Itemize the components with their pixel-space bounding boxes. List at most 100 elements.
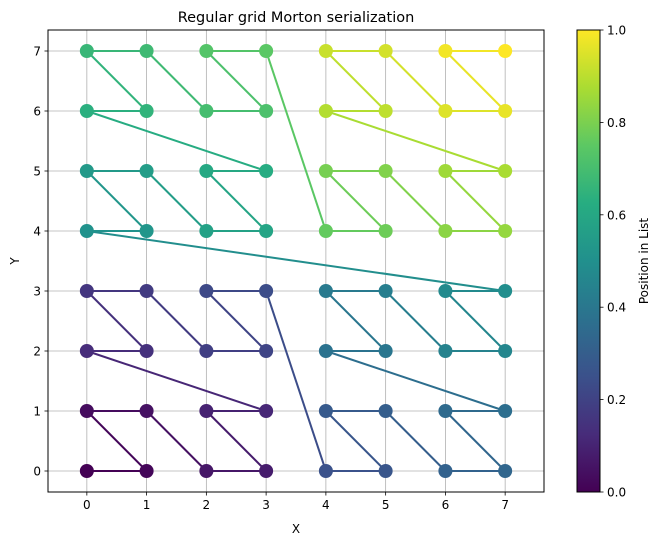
- series-segment: [85, 50, 148, 112]
- series-segment: [205, 290, 268, 352]
- data-point: [498, 44, 513, 58]
- data-point: [139, 464, 154, 478]
- data-point: [378, 284, 393, 298]
- data-point: [438, 464, 453, 478]
- series-segment: [145, 50, 208, 112]
- x-axis-ticks: 0 1 2 3 4 5 6 7: [83, 492, 509, 512]
- colorbar-label: Position in List: [637, 218, 651, 305]
- y-tick-label: 2: [33, 345, 41, 359]
- y-axis-ticks: 0 1 2 3 4 5 6 7: [33, 45, 48, 479]
- series-segment: [265, 290, 327, 472]
- data-point: [438, 164, 453, 178]
- data-point: [378, 104, 393, 118]
- series-segment: [205, 50, 268, 112]
- series-segment: [85, 110, 268, 172]
- data-point: [139, 104, 154, 118]
- data-point: [259, 224, 274, 238]
- data-point: [259, 404, 274, 418]
- series-segment: [384, 410, 447, 472]
- series-segment: [444, 410, 507, 472]
- series-segment: [324, 350, 507, 412]
- data-point: [498, 464, 513, 478]
- y-tick-label: 7: [33, 45, 41, 59]
- colorbar-tick-label: 0.8: [607, 116, 626, 130]
- data-point: [79, 464, 94, 478]
- colorbar-tick-label: 0.6: [607, 208, 626, 222]
- data-point: [79, 104, 94, 118]
- data-point: [259, 344, 274, 358]
- data-point: [199, 284, 214, 298]
- colorbar-tick-label: 0.0: [607, 486, 626, 500]
- y-axis-label: Y: [8, 257, 22, 266]
- data-point: [199, 404, 214, 418]
- series-segment: [324, 50, 387, 112]
- data-point: [139, 284, 154, 298]
- series-segment: [384, 50, 447, 112]
- series-segment: [85, 230, 507, 292]
- data-point: [199, 44, 214, 58]
- data-point: [318, 344, 333, 358]
- data-point: [259, 284, 274, 298]
- series-segment: [444, 170, 507, 232]
- data-point: [318, 164, 333, 178]
- data-point: [199, 464, 214, 478]
- plot-area-frame: [47, 29, 545, 493]
- data-point: [199, 104, 214, 118]
- series-segment: [324, 170, 387, 232]
- data-point: [438, 344, 453, 358]
- series-segment: [145, 410, 208, 472]
- y-tick-label: 6: [33, 105, 41, 119]
- series-segment: [384, 290, 447, 352]
- series-segment: [85, 290, 148, 352]
- series-segment: [85, 170, 148, 232]
- series-segment: [205, 170, 268, 232]
- data-point: [498, 284, 513, 298]
- y-tick-label: 1: [33, 405, 41, 419]
- series-segment: [145, 290, 208, 352]
- data-point: [378, 224, 393, 238]
- series-lines: [85, 50, 507, 472]
- series-segment: [324, 290, 387, 352]
- series-segment: [145, 170, 208, 232]
- series-segment: [85, 410, 148, 472]
- data-point: [259, 104, 274, 118]
- data-point: [378, 44, 393, 58]
- series-segment: [444, 290, 507, 352]
- data-point: [79, 224, 94, 238]
- data-point: [259, 164, 274, 178]
- data-point: [199, 164, 214, 178]
- x-axis-label: X: [292, 522, 300, 536]
- data-point: [79, 344, 94, 358]
- data-point: [318, 404, 333, 418]
- series-points: [79, 44, 513, 478]
- data-point: [259, 464, 274, 478]
- x-tick-label: 2: [203, 498, 211, 512]
- y-tick-label: 0: [33, 465, 41, 479]
- series-segment: [265, 50, 327, 232]
- data-point: [79, 404, 94, 418]
- data-point: [139, 404, 154, 418]
- y-tick-label: 5: [33, 165, 41, 179]
- data-point: [438, 104, 453, 118]
- data-point: [378, 344, 393, 358]
- data-point: [498, 224, 513, 238]
- series-segment: [85, 350, 268, 412]
- data-point: [498, 164, 513, 178]
- data-point: [139, 164, 154, 178]
- data-point: [438, 224, 453, 238]
- data-point: [438, 284, 453, 298]
- x-tick-label: 0: [83, 498, 91, 512]
- data-point: [259, 44, 274, 58]
- series-segment: [324, 410, 387, 472]
- series-segment: [444, 50, 507, 112]
- data-point: [318, 284, 333, 298]
- series-segment: [205, 410, 268, 472]
- colorbar-tick-label: 0.4: [607, 301, 626, 315]
- colorbar-tick-label: 1.0: [607, 24, 626, 38]
- x-tick-label: 5: [382, 498, 390, 512]
- colorbar: [576, 29, 601, 493]
- y-tick-label: 3: [33, 285, 41, 299]
- data-point: [79, 164, 94, 178]
